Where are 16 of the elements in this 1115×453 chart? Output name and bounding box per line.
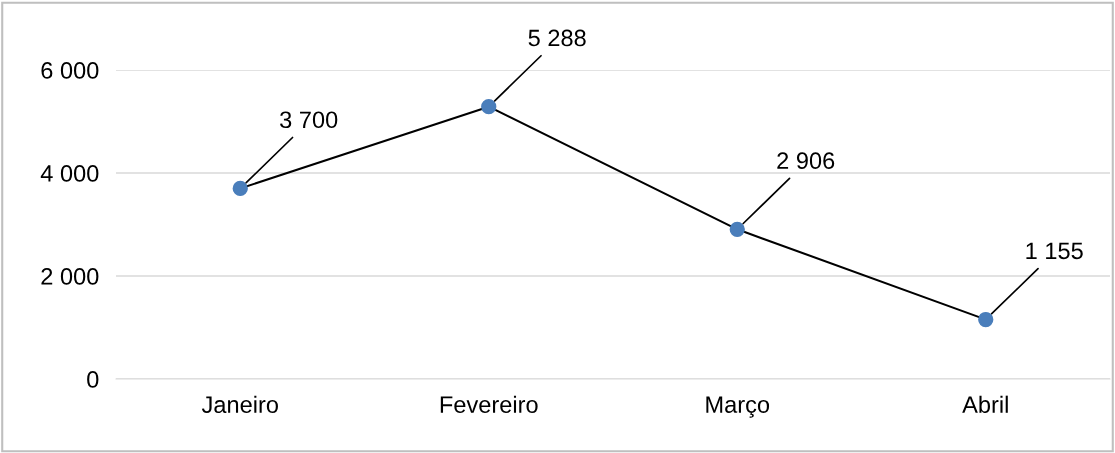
point — [978, 311, 994, 328]
data-label: 1 155 — [1026, 242, 1083, 260]
data-label: 5 288 — [528, 29, 586, 47]
point — [729, 221, 745, 237]
data-label: 3 700 — [280, 111, 338, 129]
x-tick-label: Abril — [962, 395, 1008, 414]
x-tick-label: Janeiro — [201, 395, 278, 414]
y-tick-label: 4 000 — [40, 165, 99, 182]
x-tick-label: Março — [706, 396, 770, 418]
y-tick-label: 2 000 — [41, 268, 99, 285]
x-tick-label: Fevereiro — [440, 395, 538, 414]
data-label: 2 906 — [777, 152, 835, 170]
point — [232, 180, 248, 197]
point — [481, 99, 497, 115]
y-tick-label: 0 — [87, 371, 99, 388]
y-tick-label: 6 000 — [41, 62, 99, 79]
